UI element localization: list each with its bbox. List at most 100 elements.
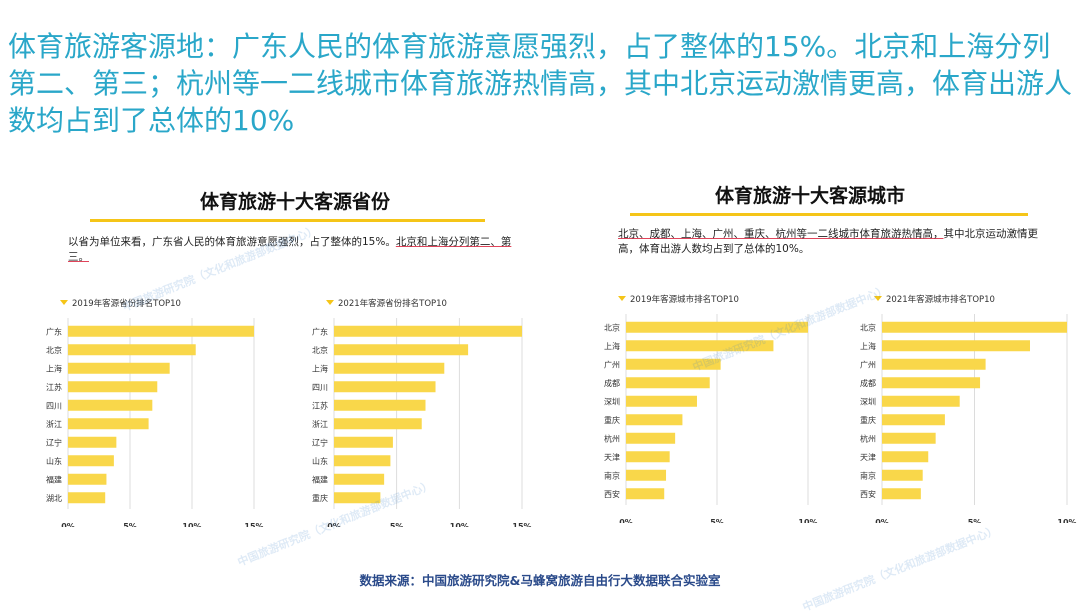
watermark: 中国旅游研究院（文化和旅游部数据中心）: [800, 523, 1000, 614]
x-tick-label: 5%: [710, 518, 724, 523]
city-2021-chart: 2021年客源城市排名TOP10 0% 5% 10% 北京上海广州成都深圳重庆杭州天津南…: [860, 294, 1077, 523]
city-desc: 北京、成都、上海、广州、重庆、杭州等一二线城市体育旅游热情高，其中北京运动激情更…: [618, 227, 1048, 257]
x-tick-label: 10%: [182, 522, 201, 527]
bar: [626, 395, 697, 407]
bar: [882, 469, 923, 481]
province-desc-plain: 以省为单位来看，广东省人民的体育旅游意愿强烈，占了整体的15%。: [68, 236, 396, 248]
category-label: 上海: [312, 363, 328, 373]
category-label: 广州: [604, 359, 620, 369]
category-label: 广东: [46, 326, 62, 336]
city-title-rule: [630, 213, 1028, 216]
bar: [334, 473, 385, 485]
bar: [334, 436, 393, 448]
province-2019-chart: 2019年客源省份排名TOP10 0% 5% 10% 15% 广东北京上海江苏四川浙江辽宁…: [46, 298, 264, 527]
bar: [882, 451, 929, 463]
category-label: 重庆: [604, 415, 620, 425]
category-label: 上海: [604, 341, 620, 351]
headline: 体育旅游客源地：广东人民的体育旅游意愿强烈，占了整体的15%。北京和上海分列第二…: [8, 30, 1073, 137]
x-tick-label: 5%: [123, 522, 137, 527]
bar: [68, 473, 107, 485]
bar: [68, 436, 117, 448]
legend-marker: [60, 300, 68, 305]
legend-marker: [874, 296, 882, 301]
category-label: 山东: [46, 456, 62, 466]
city-panel: 体育旅游十大客源城市 北京、成都、上海、广州、重庆、杭州等一二线城市体育旅游热情…: [600, 175, 1078, 527]
x-tick-label: 0%: [327, 522, 341, 527]
bar: [68, 381, 158, 393]
x-tick-label: 5%: [390, 522, 404, 527]
category-label: 杭州: [860, 433, 876, 443]
bar: [334, 381, 436, 393]
category-label: 江苏: [312, 400, 328, 410]
bar: [334, 492, 381, 504]
province-panel: 体育旅游十大客源省份 以省为单位来看，广东省人民的体育旅游意愿强烈，占了整体的1…: [60, 175, 530, 527]
province-2021-chart: 2021年客源省份排名TOP10 0% 5% 10% 15% 广东北京上海四川江苏浙江辽宁…: [312, 298, 532, 527]
bar: [882, 340, 1030, 352]
bar: [626, 488, 665, 500]
category-label: 广东: [312, 326, 328, 336]
city-desc-underlined: 北京、成都、上海、广州、重庆、杭州等一二线城市体育旅游热情高，: [618, 228, 944, 240]
bar: [334, 399, 426, 411]
bar: [626, 377, 710, 389]
category-label: 上海: [860, 341, 876, 351]
category-label: 北京: [604, 322, 620, 332]
bar: [882, 432, 936, 444]
bar: [68, 362, 170, 374]
bar: [626, 432, 676, 444]
x-tick-label: 10%: [798, 518, 817, 523]
category-label: 辽宁: [46, 437, 62, 447]
bar: [334, 362, 445, 374]
x-tick-label: 15%: [512, 522, 531, 527]
x-tick-label: 0%: [61, 522, 75, 527]
city-2019-chart: 2019年客源城市排名TOP10 0% 5% 10% 北京上海广州成都深圳重庆杭州天津南…: [604, 294, 818, 523]
province-panel-title: 体育旅游十大客源省份: [199, 191, 390, 213]
city-panel-title: 体育旅游十大客源城市: [714, 185, 905, 207]
chart-title: 2021年客源省份排名TOP10: [338, 298, 447, 309]
bar: [882, 395, 960, 407]
legend-marker: [618, 296, 626, 301]
category-label: 西安: [860, 489, 876, 499]
bar: [334, 418, 422, 430]
x-tick-label: 0%: [619, 518, 633, 523]
category-label: 福建: [46, 474, 62, 484]
x-tick-label: 5%: [968, 518, 982, 523]
category-label: 深圳: [604, 396, 620, 406]
category-label: 南京: [604, 470, 620, 480]
category-label: 北京: [860, 322, 876, 332]
category-label: 广州: [860, 359, 876, 369]
category-label: 深圳: [860, 396, 876, 406]
category-label: 湖北: [46, 494, 62, 503]
bar: [334, 344, 469, 356]
data-source-footer: 数据来源：中国旅游研究院&马蜂窝旅游自由行大数据联合实验室: [359, 573, 721, 588]
bar: [68, 344, 196, 356]
category-label: 福建: [312, 474, 328, 484]
x-tick-label: 10%: [1057, 518, 1076, 523]
category-label: 南京: [860, 470, 876, 480]
bar: [882, 488, 921, 500]
category-label: 杭州: [604, 433, 620, 443]
bar: [626, 340, 774, 352]
bar: [882, 358, 986, 370]
category-label: 北京: [46, 345, 62, 355]
category-label: 北京: [312, 345, 328, 355]
province-desc: 以省为单位来看，广东省人民的体育旅游意愿强烈，占了整体的15%。北京和上海分列第…: [68, 235, 513, 265]
bar: [882, 321, 1067, 333]
category-label: 四川: [46, 401, 62, 410]
bar: [68, 492, 106, 504]
category-label: 天津: [860, 452, 876, 462]
province-title-rule: [90, 219, 485, 222]
chart-title: 2021年客源城市排名TOP10: [886, 294, 995, 305]
bar: [882, 377, 981, 389]
category-label: 重庆: [860, 415, 876, 425]
x-tick-label: 15%: [244, 522, 263, 527]
bar: [626, 321, 808, 333]
bar: [334, 455, 391, 467]
bar: [334, 325, 522, 337]
bar: [882, 414, 945, 426]
bar: [68, 455, 114, 467]
chart-title: 2019年客源省份排名TOP10: [72, 298, 181, 309]
bar: [68, 325, 254, 337]
bar: [626, 358, 721, 370]
bar: [68, 418, 149, 430]
bar: [68, 399, 153, 411]
